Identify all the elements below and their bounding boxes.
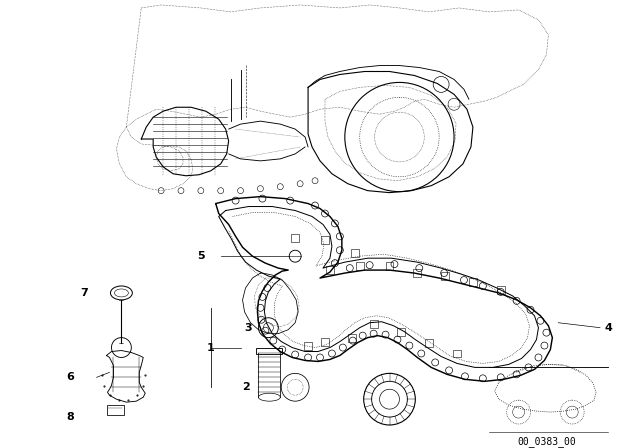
- Text: 5: 5: [197, 251, 205, 261]
- Bar: [425, 339, 433, 347]
- Bar: [356, 262, 364, 270]
- Text: 1: 1: [207, 343, 214, 353]
- Text: 8: 8: [66, 412, 74, 422]
- Bar: [304, 341, 312, 349]
- Bar: [348, 334, 356, 341]
- Bar: [441, 272, 449, 280]
- Bar: [413, 269, 421, 277]
- Bar: [453, 349, 461, 358]
- Bar: [257, 348, 282, 354]
- Bar: [370, 320, 378, 327]
- Bar: [326, 266, 334, 274]
- Bar: [321, 338, 329, 345]
- Bar: [397, 327, 405, 336]
- Bar: [106, 405, 124, 415]
- Bar: [321, 237, 329, 244]
- Bar: [351, 249, 359, 257]
- Text: 4: 4: [604, 323, 612, 333]
- Text: 3: 3: [244, 323, 252, 333]
- Bar: [291, 234, 299, 242]
- Text: 7: 7: [80, 288, 88, 298]
- Text: 6: 6: [66, 372, 74, 382]
- Bar: [469, 278, 477, 286]
- Bar: [497, 286, 505, 294]
- Bar: [385, 262, 394, 270]
- Text: 00_0383_00: 00_0383_00: [517, 436, 576, 448]
- Text: 2: 2: [242, 382, 250, 392]
